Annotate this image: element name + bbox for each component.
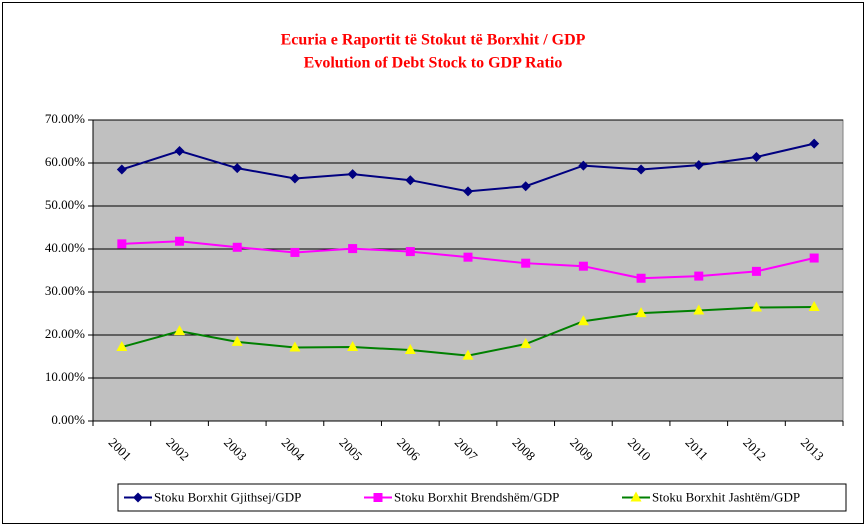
legend-label: Stoku Borxhit Jashtëm/GDP bbox=[652, 489, 800, 504]
marker bbox=[520, 181, 531, 192]
marker bbox=[133, 492, 143, 503]
marker bbox=[463, 252, 473, 262]
marker bbox=[232, 242, 242, 252]
marker bbox=[174, 325, 186, 336]
marker bbox=[405, 247, 415, 257]
marker bbox=[694, 271, 704, 281]
marker bbox=[693, 304, 705, 315]
chart-title: Ecuria e Raportit të Stokut të Borxhit /… bbox=[281, 32, 586, 49]
marker bbox=[636, 164, 647, 175]
marker bbox=[373, 493, 383, 502]
marker bbox=[635, 307, 647, 318]
y-tick-label: 50.00% bbox=[45, 197, 85, 212]
marker bbox=[462, 349, 474, 360]
marker bbox=[174, 145, 185, 156]
marker bbox=[751, 151, 762, 162]
marker bbox=[289, 341, 301, 352]
marker bbox=[577, 315, 589, 326]
marker bbox=[117, 239, 127, 249]
marker bbox=[809, 253, 819, 263]
marker bbox=[578, 160, 589, 171]
legend-label: Stoku Borxhit Gjithsej/GDP bbox=[154, 489, 301, 504]
marker bbox=[347, 169, 358, 180]
legend-box bbox=[117, 483, 847, 512]
marker bbox=[630, 491, 642, 502]
marker bbox=[175, 236, 185, 246]
marker bbox=[751, 266, 761, 276]
y-tick-label: 70.00% bbox=[45, 111, 85, 126]
y-tick-label: 40.00% bbox=[45, 240, 85, 255]
marker bbox=[463, 186, 473, 197]
marker bbox=[521, 258, 531, 268]
marker bbox=[116, 164, 127, 175]
y-tick-label: 20.00% bbox=[45, 326, 85, 341]
y-tick-label: 10.00% bbox=[45, 369, 85, 384]
y-tick-label: 0.00% bbox=[51, 412, 85, 427]
marker bbox=[231, 335, 243, 346]
y-tick-label: 60.00% bbox=[45, 154, 85, 169]
marker bbox=[809, 138, 820, 149]
marker bbox=[404, 344, 416, 355]
marker bbox=[232, 163, 243, 174]
chart-subtitle: Evolution of Debt Stock to GDP Ratio bbox=[304, 55, 563, 72]
marker bbox=[693, 160, 704, 171]
marker bbox=[116, 341, 128, 352]
marker bbox=[289, 173, 300, 184]
marker bbox=[347, 341, 359, 352]
marker bbox=[750, 301, 762, 312]
marker bbox=[636, 273, 646, 283]
plot-area bbox=[92, 119, 844, 422]
y-tick-label: 30.00% bbox=[45, 283, 85, 298]
marker bbox=[290, 247, 300, 257]
marker bbox=[348, 244, 358, 254]
marker bbox=[578, 261, 588, 271]
marker bbox=[808, 301, 820, 312]
marker bbox=[405, 175, 416, 186]
marker bbox=[520, 338, 532, 349]
legend-label: Stoku Borxhit Brendshëm/GDP bbox=[394, 489, 559, 504]
